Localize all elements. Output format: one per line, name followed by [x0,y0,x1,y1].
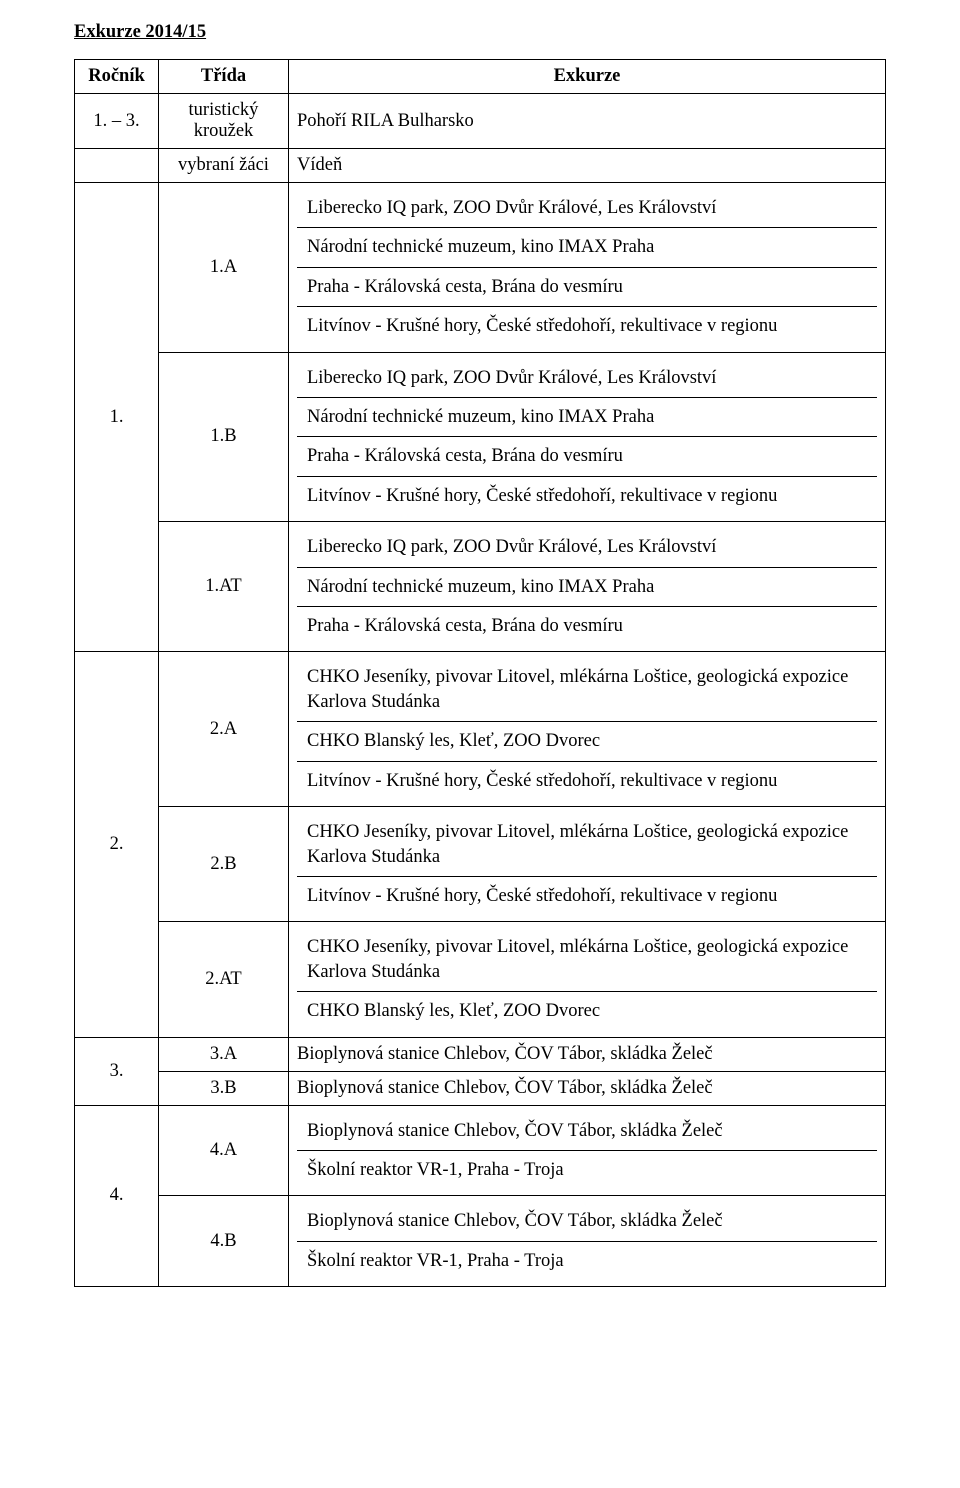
excursion-item: Národní technické muzeum, kino IMAX Prah… [297,228,877,267]
excursion-item: CHKO Blanský les, Kleť, ZOO Dvorec [297,992,877,1030]
cell-trida: 3.A [159,1037,289,1071]
table-row: 3. 3.A Bioplynová stanice Chlebov, ČOV T… [75,1037,886,1071]
excursion-item: Praha - Královská cesta, Brána do vesmír… [297,607,877,645]
excursion-item: CHKO Blanský les, Kleť, ZOO Dvorec [297,722,877,761]
cell-trida: vybraní žáci [159,149,289,183]
table-row: 4. 4.A Bioplynová stanice Chlebov, ČOV T… [75,1105,886,1196]
header-trida: Třída [159,60,289,94]
header-exkurze: Exkurze [289,60,886,94]
table-header-row: Ročník Třída Exkurze [75,60,886,94]
cell-trida: 2.B [159,807,289,922]
cell-exkurze: CHKO Jeseníky, pivovar Litovel, mlékárna… [289,807,886,922]
cell-trida: 4.B [159,1196,289,1287]
excursion-item: Praha - Královská cesta, Brána do vesmír… [297,268,877,307]
cell-trida: 4.A [159,1105,289,1196]
cell-exkurze: CHKO Jeseníky, pivovar Litovel, mlékárna… [289,652,886,807]
cell-rocnik: 2. [75,652,159,1037]
excursion-item: Praha - Královská cesta, Brána do vesmír… [297,437,877,476]
excursion-item: Liberecko IQ park, ZOO Dvůr Králové, Les… [297,359,877,398]
cell-exkurze: Liberecko IQ park, ZOO Dvůr Králové, Les… [289,183,886,353]
cell-trida: 1.AT [159,522,289,652]
table-row: 2.B CHKO Jeseníky, pivovar Litovel, mlék… [75,807,886,922]
table-row: 2. 2.A CHKO Jeseníky, pivovar Litovel, m… [75,652,886,807]
cell-exkurze: CHKO Jeseníky, pivovar Litovel, mlékárna… [289,922,886,1037]
cell-exkurze: Bioplynová stanice Chlebov, ČOV Tábor, s… [289,1196,886,1287]
table-row: 4.B Bioplynová stanice Chlebov, ČOV Tábo… [75,1196,886,1287]
table-row: 1.B Liberecko IQ park, ZOO Dvůr Králové,… [75,352,886,522]
cell-rocnik: 1. – 3. [75,94,159,149]
cell-rocnik: 4. [75,1105,159,1287]
excursion-item: Litvínov - Krušné hory, České středohoří… [297,877,877,915]
excursion-item: Litvínov - Krušné hory, České středohoří… [297,477,877,515]
cell-exkurze: Pohoří RILA Bulharsko [289,94,886,149]
table-row: 1. 1.A Liberecko IQ park, ZOO Dvůr Králo… [75,183,886,353]
cell-trida: 3.B [159,1071,289,1105]
excursion-item: Školní reaktor VR-1, Praha - Troja [297,1151,877,1189]
excursion-item: Liberecko IQ park, ZOO Dvůr Králové, Les… [297,189,877,228]
cell-trida: 1.A [159,183,289,353]
table-row: 1. – 3. turistický kroužek Pohoří RILA B… [75,94,886,149]
cell-exkurze: Vídeň [289,149,886,183]
excursion-item: Národní technické muzeum, kino IMAX Prah… [297,568,877,607]
cell-exkurze: Bioplynová stanice Chlebov, ČOV Tábor, s… [289,1105,886,1196]
header-rocnik: Ročník [75,60,159,94]
excursion-item: Školní reaktor VR-1, Praha - Troja [297,1242,877,1280]
excursion-item: CHKO Jeseníky, pivovar Litovel, mlékárna… [297,658,877,722]
cell-trida: 1.B [159,352,289,522]
table-row: 2.AT CHKO Jeseníky, pivovar Litovel, mlé… [75,922,886,1037]
cell-rocnik: 1. [75,183,159,652]
cell-trida: 2.A [159,652,289,807]
table-row: 3.B Bioplynová stanice Chlebov, ČOV Tábo… [75,1071,886,1105]
excursion-item: CHKO Jeseníky, pivovar Litovel, mlékárna… [297,813,877,877]
cell-rocnik-empty [75,149,159,183]
cell-trida: 2.AT [159,922,289,1037]
excursion-item: Bioplynová stanice Chlebov, ČOV Tábor, s… [297,1112,877,1151]
excursion-item: Litvínov - Krušné hory, České středohoří… [297,307,877,345]
excursion-item: CHKO Jeseníky, pivovar Litovel, mlékárna… [297,928,877,992]
table-row: 1.AT Liberecko IQ park, ZOO Dvůr Králové… [75,522,886,652]
excursion-item: Národní technické muzeum, kino IMAX Prah… [297,398,877,437]
excursion-table: Ročník Třída Exkurze 1. – 3. turistický … [74,59,886,1287]
excursion-item: Litvínov - Krušné hory, České středohoří… [297,762,877,800]
cell-exkurze: Bioplynová stanice Chlebov, ČOV Tábor, s… [289,1037,886,1071]
cell-exkurze: Liberecko IQ park, ZOO Dvůr Králové, Les… [289,352,886,522]
cell-rocnik: 3. [75,1037,159,1105]
cell-exkurze: Bioplynová stanice Chlebov, ČOV Tábor, s… [289,1071,886,1105]
table-row: vybraní žáci Vídeň [75,149,886,183]
cell-exkurze: Liberecko IQ park, ZOO Dvůr Králové, Les… [289,522,886,652]
excursion-item: Liberecko IQ park, ZOO Dvůr Králové, Les… [297,528,877,567]
cell-trida: turistický kroužek [159,94,289,149]
excursion-item: Bioplynová stanice Chlebov, ČOV Tábor, s… [297,1202,877,1241]
page-title: Exkurze 2014/15 [74,22,886,43]
